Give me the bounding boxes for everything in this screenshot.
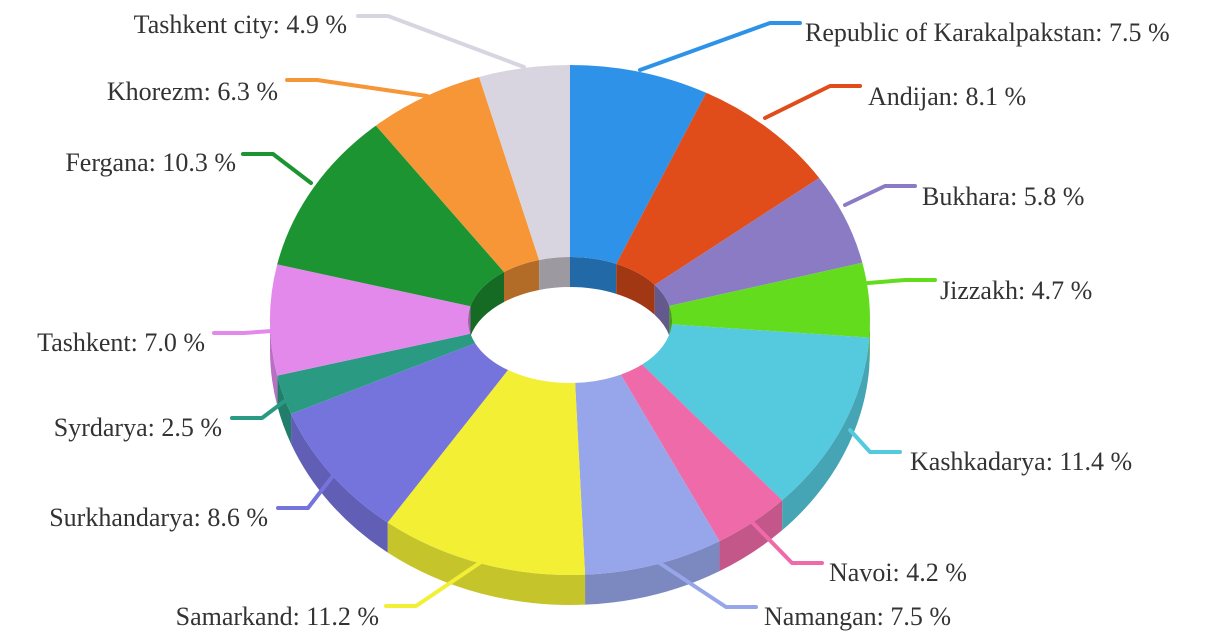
slice-namangan[interactable] xyxy=(575,374,720,575)
label-connector xyxy=(750,520,824,565)
slice-surkhandarya[interactable] xyxy=(291,343,508,523)
slice-inner-wall xyxy=(570,257,617,294)
slice-label: Tashkent: 7.0 % xyxy=(37,328,205,357)
label-connector xyxy=(276,475,334,510)
slice-tashkent-city[interactable] xyxy=(479,65,570,260)
slice-inner-wall xyxy=(539,257,570,290)
slice-sides xyxy=(270,257,870,606)
slice-label: Khorezm: 6.3 % xyxy=(107,77,278,106)
slice-tashkent[interactable] xyxy=(269,264,471,376)
label-connectors xyxy=(212,14,937,609)
slice-label: Surkhandarya: 8.6 % xyxy=(49,503,268,532)
slice-syrdarya[interactable] xyxy=(277,333,476,414)
label-connector xyxy=(866,278,937,285)
slice-label: Andijan: 8.1 % xyxy=(868,82,1026,111)
slice-label: Tashkent city: 4.9 % xyxy=(134,10,347,39)
slice-bukhara[interactable] xyxy=(654,178,863,306)
slice-jizzakh[interactable] xyxy=(669,262,870,338)
slice-outer-wall xyxy=(782,337,870,531)
slice-outer-wall xyxy=(387,522,586,606)
label-connector xyxy=(384,558,486,608)
label-connector xyxy=(212,329,274,335)
slice-kashkadarya[interactable] xyxy=(642,324,870,501)
label-connector xyxy=(241,152,313,185)
slice-label: Samarkand: 11.2 % xyxy=(176,602,379,631)
slice-fergana[interactable] xyxy=(277,125,504,307)
slice-label: Bukhara: 5.8 % xyxy=(922,182,1084,211)
slice-label: Jizzakh: 4.7 % xyxy=(940,276,1092,305)
label-connector xyxy=(763,84,862,120)
label-connector xyxy=(356,14,526,69)
slice-outer-wall xyxy=(291,413,388,553)
label-connector xyxy=(848,428,902,454)
slice-label: Republic of Karakalpakstan: 7.5 % xyxy=(805,18,1170,47)
slice-label: Namangan: 7.5 % xyxy=(764,602,951,631)
slice-outer-wall xyxy=(270,320,278,406)
slice-inner-wall xyxy=(616,263,655,315)
slice-outer-wall xyxy=(277,375,292,444)
slice-outer-wall xyxy=(719,500,783,572)
slice-inner-wall xyxy=(504,259,540,302)
label-connector xyxy=(230,398,288,420)
slice-navoi[interactable] xyxy=(620,364,783,542)
slice-outer-wall xyxy=(869,320,870,368)
slice-samarkand[interactable] xyxy=(387,370,586,576)
slice-inner-wall xyxy=(654,284,670,336)
slice-republic-of-karakalpakstan[interactable] xyxy=(570,65,707,264)
slice-andijan[interactable] xyxy=(616,92,820,285)
slice-khorezm[interactable] xyxy=(375,76,540,272)
slice-tops xyxy=(269,65,870,576)
slice-outer-wall xyxy=(585,541,720,605)
label-connector xyxy=(285,78,429,98)
slice-label: Fergana: 10.3 % xyxy=(65,148,236,177)
slice-inner-wall xyxy=(470,271,504,337)
slice-labels: Republic of Karakalpakstan: 7.5 % Andijan… xyxy=(37,10,1169,631)
slice-label: Kashkadarya: 11.4 % xyxy=(910,447,1132,476)
label-connector xyxy=(843,184,917,207)
label-connector xyxy=(638,21,802,72)
slice-label: Syrdarya: 2.5 % xyxy=(54,413,222,442)
label-connector xyxy=(653,558,758,609)
slice-label: Navoi: 4.2 % xyxy=(829,558,967,587)
